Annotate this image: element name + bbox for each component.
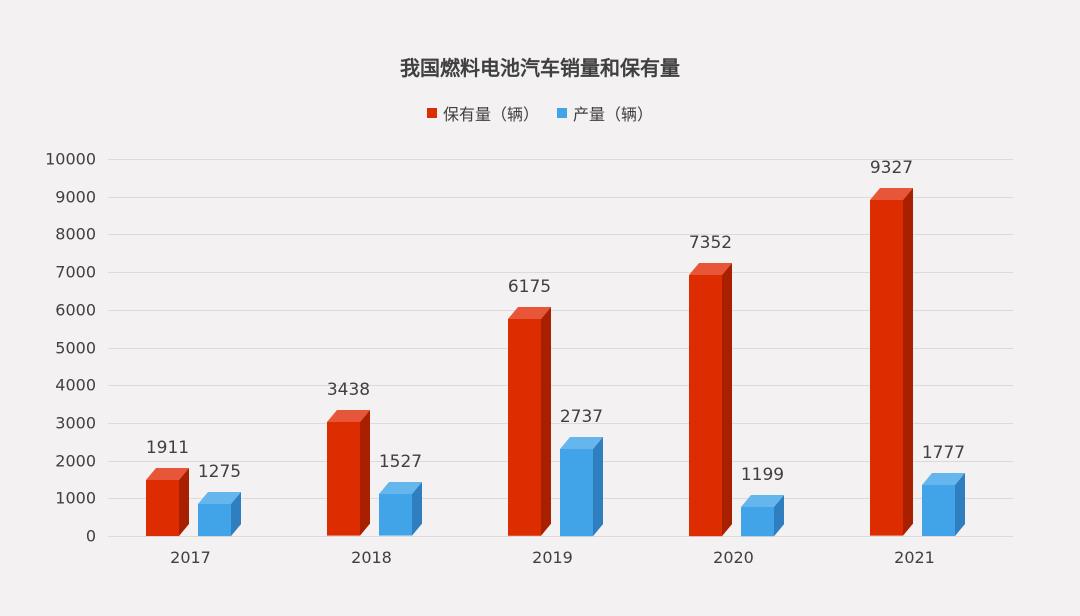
y-tick-label: 1000 — [55, 488, 96, 508]
bar-stock-2019 — [508, 307, 551, 537]
bar-shape — [741, 494, 784, 537]
y-tick-label: 7000 — [55, 262, 96, 282]
legend-label-stock: 保有量（辆） — [442, 105, 539, 124]
y-tick-label: 5000 — [55, 338, 96, 357]
gridline — [108, 272, 1013, 274]
legend-swatch-production — [557, 108, 567, 118]
bar-stock-2017 — [146, 467, 189, 537]
y-tick-label: 6000 — [55, 300, 96, 320]
gridline — [108, 385, 1013, 387]
bar-production-2019 — [560, 436, 603, 537]
bar-shape — [198, 491, 241, 537]
data-label: 3438 — [326, 380, 371, 401]
bar-shape — [146, 467, 189, 537]
legend-item-production: 产量（辆） — [557, 101, 653, 125]
bar-production-2021 — [922, 473, 965, 537]
data-label: 1275 — [197, 461, 242, 482]
gridline — [108, 536, 1013, 537]
y-tick-label: 3000 — [55, 413, 96, 433]
legend-item-stock: 保有量（辆） — [426, 101, 539, 125]
x-tick-label: 2019 — [532, 548, 573, 567]
data-label: 7352 — [688, 232, 733, 253]
data-label: 2737 — [559, 406, 604, 427]
gridline — [108, 159, 1013, 160]
bar-shape — [327, 410, 370, 537]
bar-shape — [870, 188, 913, 537]
data-label: 9327 — [869, 158, 914, 179]
x-tick-label: 2021 — [894, 548, 935, 567]
data-label: 1777 — [921, 443, 966, 463]
y-tick-label: 10000 — [45, 149, 96, 169]
bar-shape — [560, 436, 603, 537]
gridline — [108, 234, 1013, 236]
bar-shape — [689, 262, 732, 537]
bar-shape — [922, 473, 965, 537]
legend-swatch-stock — [426, 108, 437, 118]
data-label: 1527 — [378, 452, 423, 473]
gridline — [108, 422, 1013, 424]
x-tick-label: 2020 — [713, 548, 754, 567]
data-label: 1911 — [145, 437, 190, 458]
bar-stock-2020 — [689, 262, 732, 537]
y-tick-label: 0 — [85, 526, 96, 546]
bar-shape — [508, 307, 551, 537]
gridline — [108, 196, 1013, 198]
bar-shape — [379, 482, 422, 537]
x-tick-label: 2017 — [170, 548, 211, 567]
y-tick-label: 2000 — [55, 451, 96, 471]
bar-stock-2021 — [870, 188, 913, 537]
y-tick-label: 8000 — [55, 224, 96, 244]
data-label: 1199 — [740, 464, 785, 485]
legend: 保有量（辆） 产量（辆） — [0, 101, 1080, 125]
data-label: 6175 — [507, 277, 552, 298]
x-tick-label: 2018 — [351, 548, 392, 567]
gridline — [108, 309, 1013, 311]
y-tick-label: 9000 — [55, 187, 96, 207]
bar-production-2018 — [379, 482, 422, 537]
bar-production-2017 — [198, 491, 241, 537]
legend-label-production: 产量（辆） — [573, 105, 654, 124]
bar-production-2020 — [741, 494, 784, 537]
y-tick-label: 4000 — [55, 375, 96, 395]
plot-area: 1911 1275 3438 1527 — [108, 158, 1013, 537]
gridline — [108, 347, 1013, 349]
bar-stock-2018 — [327, 410, 370, 537]
chart-title: 我国燃料电池汽车销量和保有量 — [400, 56, 680, 80]
